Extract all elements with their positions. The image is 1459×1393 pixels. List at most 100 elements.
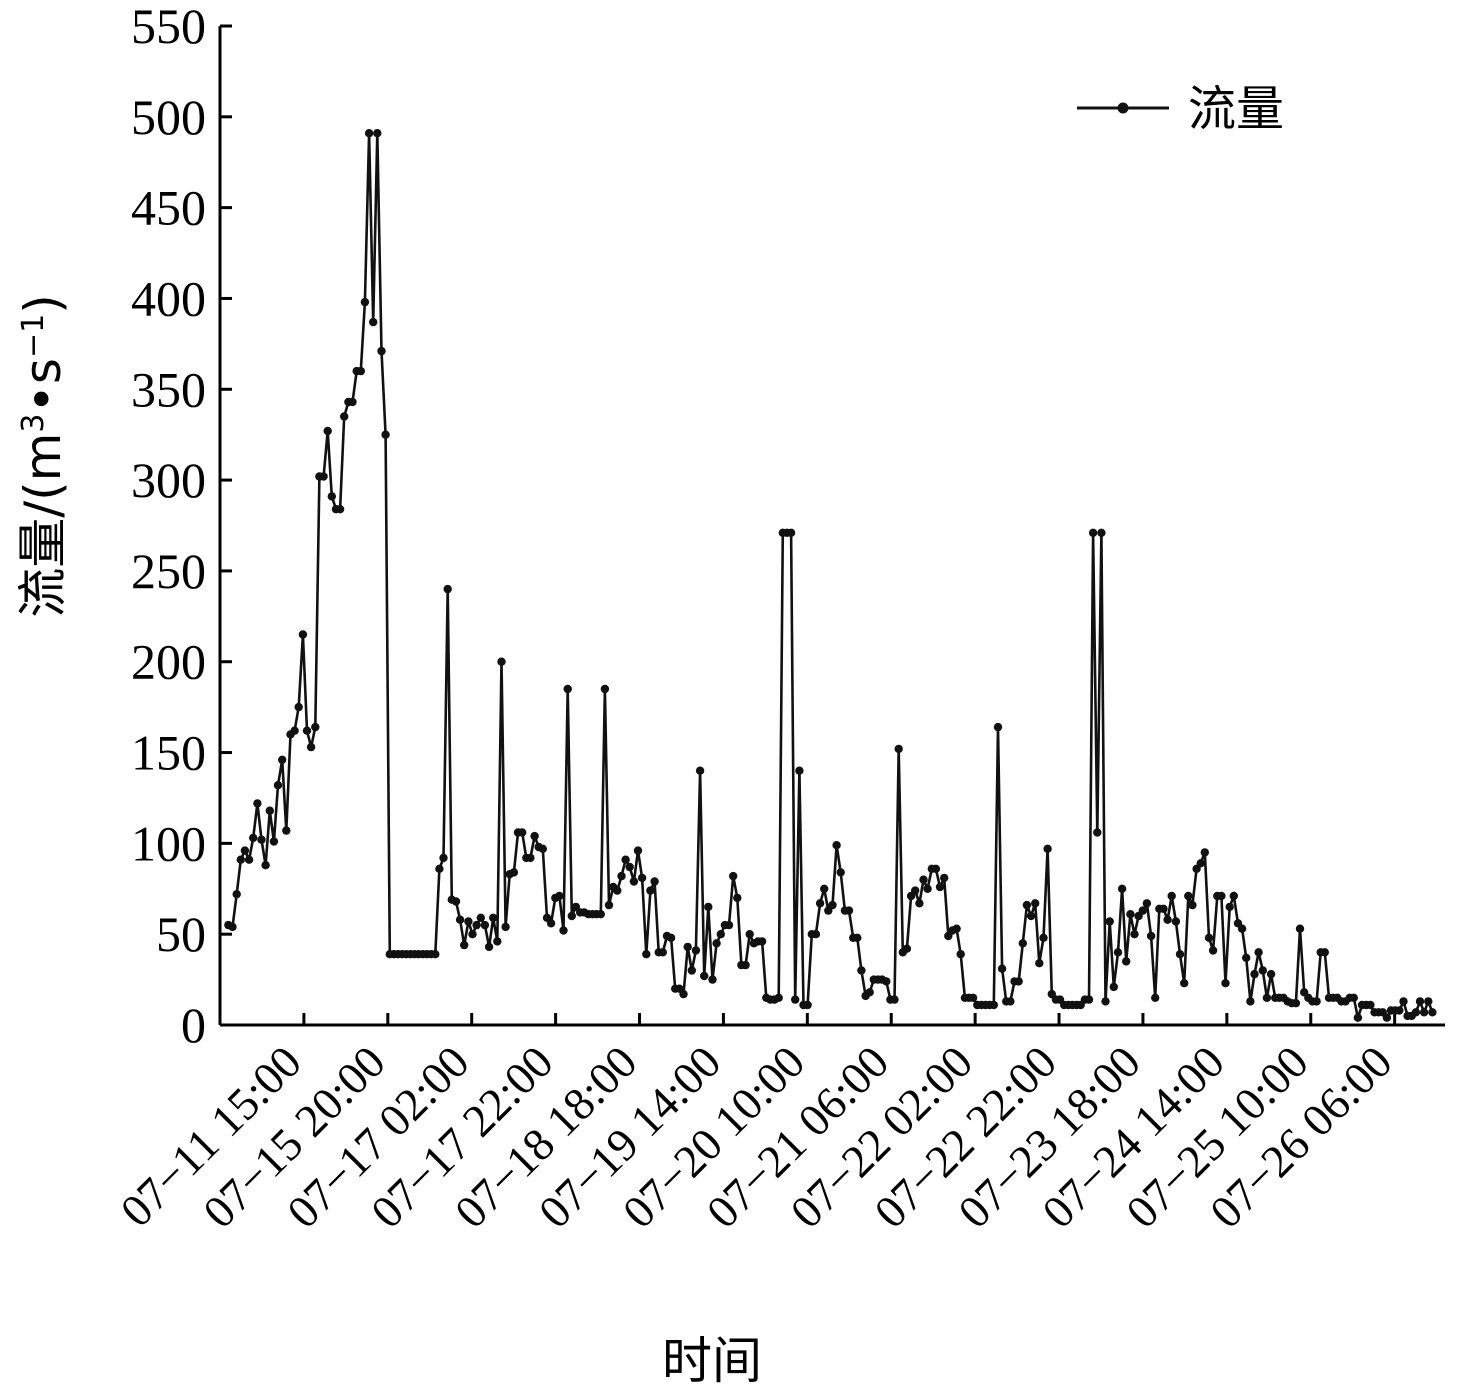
data-point [1399,997,1408,1006]
data-point [273,781,283,790]
data-point [323,426,332,436]
data-point [1043,844,1052,853]
data-point [646,886,655,895]
data-point [1312,997,1321,1006]
data-point [940,873,949,883]
data-point [902,944,912,953]
data-point [1225,902,1234,912]
data-point [472,920,481,930]
data-point [1093,828,1102,837]
data-point [327,492,336,501]
data-point [708,975,717,984]
data-point [836,868,845,877]
data-point [1018,939,1027,948]
data-point [733,893,742,903]
data-point [1415,997,1425,1006]
data-point [1188,900,1197,910]
data-point [633,846,643,855]
data-point [1250,969,1259,979]
data-point [240,846,250,855]
data-point [1026,911,1036,921]
data-point [476,913,485,922]
data-point [1428,1008,1437,1017]
y-axis-title-main: 流量/(m [14,433,72,618]
data-point [1382,1013,1392,1022]
data-point [642,950,651,959]
legend-marker [1117,102,1129,114]
data-point [1175,950,1185,959]
data-point [786,528,796,537]
data-point [1411,1008,1421,1017]
data-point [526,853,535,863]
y-tick-label: 400 [131,270,206,326]
data-point [815,899,825,908]
data-point [253,799,262,808]
data-point [311,722,320,732]
data-point [335,505,345,514]
data-point [882,977,891,986]
data-point [1014,977,1023,986]
data-point [340,412,349,421]
data-point [1117,884,1127,893]
data-point [443,584,452,594]
data-point [935,882,945,892]
data-point [555,891,564,901]
data-point [232,890,241,899]
legend: 流量 [1077,81,1284,137]
data-point [931,864,941,873]
data-point [1366,1000,1375,1010]
data-point [791,995,800,1004]
data-point [497,657,506,666]
data-point [1204,933,1214,942]
data-point [1171,917,1181,926]
data-point [1113,948,1123,957]
data-point [278,755,287,764]
data-point [1217,891,1226,901]
data-point [1167,891,1176,901]
data-point [844,906,854,915]
data-point [364,129,374,138]
data-point [695,766,705,775]
data-point [712,939,721,948]
data-point [853,933,862,942]
data-point [356,366,365,376]
y-tick-label: 500 [131,89,206,145]
data-point [811,930,821,939]
y-axis-title-end: ) [14,294,72,314]
data-point [1031,899,1040,908]
data-point [1419,1008,1429,1017]
data-point [803,1000,812,1010]
data-point [666,933,676,942]
data-point [1035,959,1044,968]
data-point [919,875,928,884]
data-point [704,902,713,912]
data-point [865,988,874,997]
data-point [625,862,634,872]
data-point [1291,999,1301,1008]
data-point [1088,528,1098,537]
data-point [373,129,382,138]
data-point [1349,993,1359,1002]
data-point [302,726,312,735]
data-point [1151,993,1160,1002]
data-point [993,722,1003,732]
data-point [518,828,527,837]
y-tick-label: 100 [131,815,206,871]
data-point [915,899,924,908]
data-point [228,922,237,932]
y-axis-title: 流量/(m3•s−1) [14,294,72,617]
data-point [745,930,754,939]
data-point [1105,917,1114,926]
data-point [493,937,502,946]
data-point [617,871,626,881]
data-point [1022,900,1032,910]
data-point [294,702,303,712]
data-point [832,841,841,850]
data-point [637,873,647,883]
data-point [1159,904,1168,913]
data-point [464,917,473,926]
y-axis: 0 50 100 150 200 250 300 350 400 450 500 550 [131,0,232,1053]
data-point [1122,957,1131,966]
data-point [489,913,498,922]
